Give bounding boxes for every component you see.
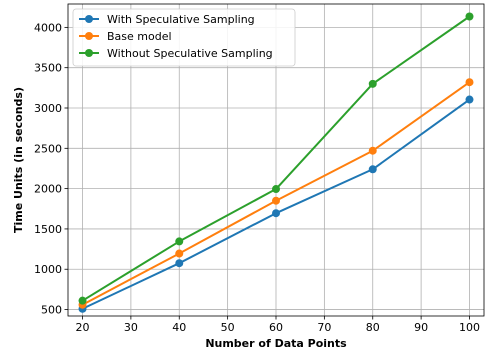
legend-item: Without Speculative Sampling	[79, 47, 273, 60]
x-axis-ticks: 20 30 40 50 60 70 80 90 100	[76, 316, 480, 334]
legend-item: With Speculative Sampling	[79, 13, 255, 26]
y-tick-label: 3000	[34, 102, 62, 115]
legend-swatch-marker	[85, 49, 93, 57]
data-point	[465, 78, 474, 87]
data-point	[272, 209, 280, 218]
legend-item: Base model	[79, 30, 172, 43]
legend-box	[72, 8, 296, 67]
series-2	[78, 12, 474, 305]
legend-swatch-marker	[85, 32, 93, 40]
data-point	[465, 12, 474, 21]
x-tick-label: 100	[459, 321, 480, 334]
y-axis-ticks: 500 1000 1500 2000 2500 3000 3500 4000	[34, 21, 68, 317]
series-1	[78, 78, 474, 309]
data-point	[175, 249, 184, 258]
y-tick-label: 2500	[34, 142, 62, 155]
data-point	[175, 259, 184, 268]
x-tick-label: 50	[221, 321, 235, 334]
y-tick-label: 2000	[34, 183, 62, 196]
y-axis-label: Time Units (in seconds)	[12, 87, 25, 233]
x-tick-label: 20	[76, 321, 90, 334]
data-point	[368, 79, 377, 88]
x-tick-label: 70	[317, 321, 331, 334]
legend-label: With Speculative Sampling	[107, 13, 255, 26]
x-tick-label: 60	[269, 321, 283, 334]
x-tick-label: 40	[172, 321, 186, 334]
legend: With Speculative Sampling Base model Witho…	[72, 8, 296, 67]
y-tick-label: 1500	[34, 223, 62, 236]
x-tick-label: 80	[366, 321, 380, 334]
y-tick-label: 4000	[34, 21, 62, 34]
data-point	[368, 146, 377, 155]
y-tick-label: 3500	[34, 62, 62, 75]
legend-label: Without Speculative Sampling	[107, 47, 273, 60]
data-point	[465, 95, 474, 104]
data-point	[78, 296, 87, 305]
y-tick-label: 1000	[34, 263, 62, 276]
y-tick-label: 500	[41, 304, 62, 317]
data-point	[368, 165, 377, 174]
data-point	[272, 196, 280, 205]
data-point	[175, 237, 184, 246]
x-tick-label: 90	[414, 321, 428, 334]
legend-label: Base model	[107, 30, 172, 43]
legend-swatch-marker	[85, 15, 93, 23]
x-axis-label: Number of Data Points	[205, 337, 347, 350]
series-0	[78, 95, 474, 313]
data-point	[272, 185, 280, 194]
series-layer	[78, 12, 474, 313]
x-tick-label: 30	[124, 321, 138, 334]
